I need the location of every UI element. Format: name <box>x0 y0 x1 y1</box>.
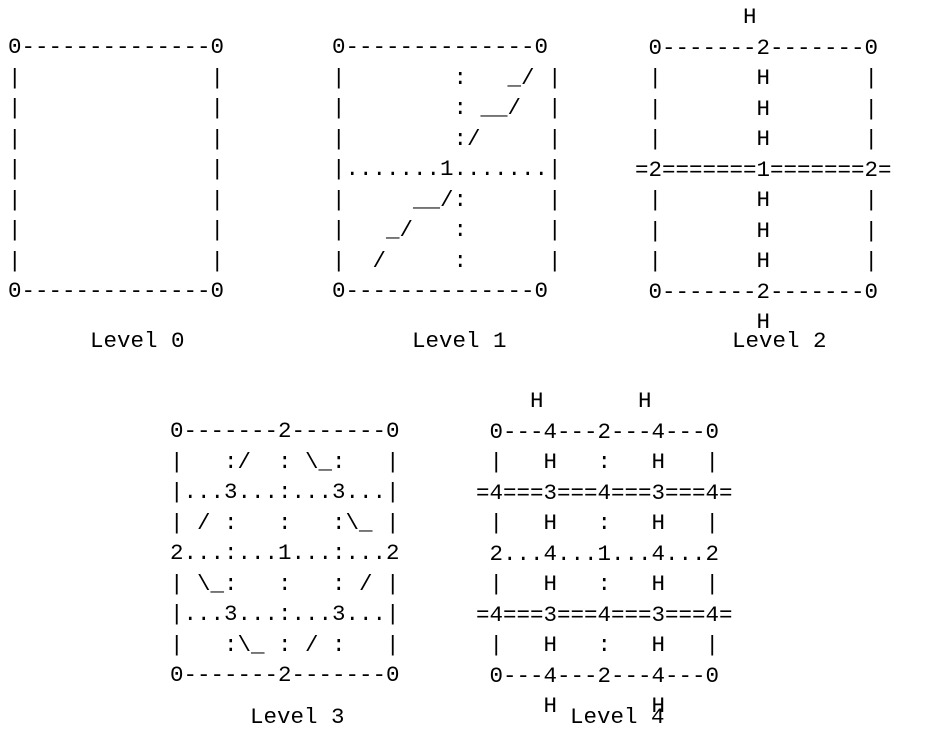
level-3-caption: Level 3 <box>250 704 345 730</box>
level-0-caption: Level 0 <box>90 328 185 354</box>
level-1-ascii-diagram: 0--------------0 | : _/ | | : __/ | | :/… <box>332 34 562 304</box>
level-1-caption: Level 1 <box>412 328 507 354</box>
level-4-ascii-diagram: H H 0---4---2---4---0 | H : H | =4===3==… <box>476 388 733 719</box>
level-0-ascii-diagram: 0--------------0 | | | | | | | | | | | |… <box>8 34 225 304</box>
level-2-caption: Level 2 <box>732 328 827 354</box>
level-3-ascii-diagram: 0-------2-------0 | :/ : \_: | |...3...:… <box>170 418 400 688</box>
level-2-ascii-diagram: H 0-------2-------0 | H | | H | | H | =2… <box>635 4 892 335</box>
level-4-caption: Level 4 <box>570 704 665 730</box>
